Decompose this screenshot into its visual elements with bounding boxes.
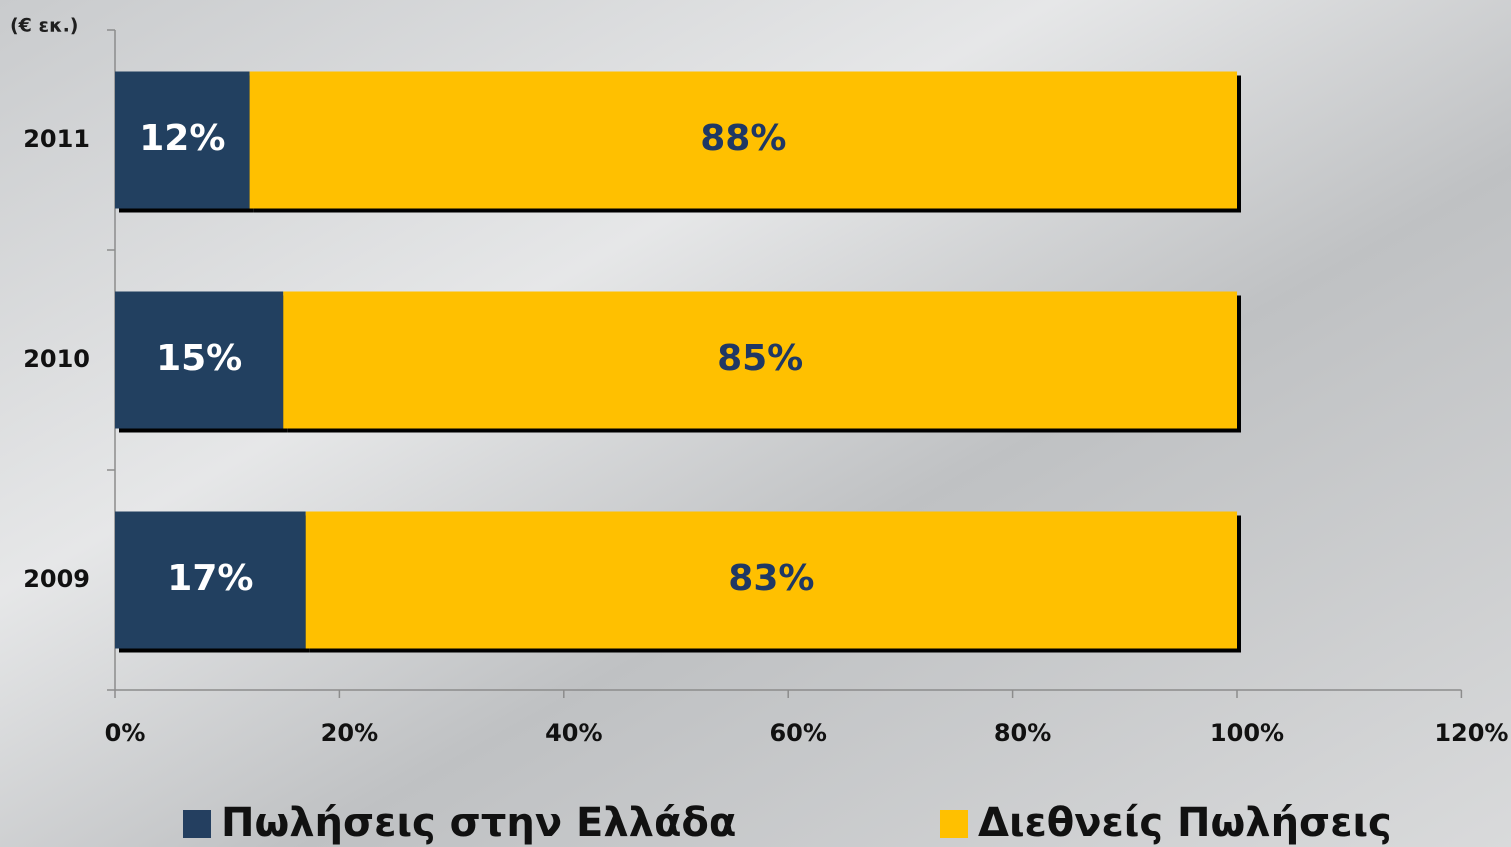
x-tick-label: 80% [994,719,1051,747]
data-label: 17% [167,558,253,599]
unit-label: (€ εκ.) [10,15,79,37]
y-tick-label: 2011 [23,125,90,153]
legend-swatch [940,810,968,838]
bar-group [115,511,1237,649]
y-tick-label: 2010 [23,345,90,373]
x-tick-label: 40% [545,719,602,747]
x-tick-label: 20% [321,719,378,747]
y-tick-label: 2009 [23,565,90,593]
data-label: 15% [156,338,242,379]
x-tick-label: 60% [769,719,826,747]
bar-segment [305,511,1237,649]
x-tick-label: 0% [105,719,146,747]
x-tick-label: 100% [1210,719,1284,747]
legend-label: Διεθνείς Πωλήσεις [978,800,1392,846]
legend-swatch [183,810,211,838]
data-label: 88% [700,118,786,159]
bar-group [115,291,1237,429]
bar-group [115,71,1237,209]
bar-segment [115,71,250,209]
data-label: 83% [728,558,814,599]
bar-segment [115,291,284,429]
bar-segment [115,511,306,649]
bar-segment [249,71,1237,209]
legend-label: Πωλήσεις στην Ελλάδα [221,800,736,846]
bar-segment [283,291,1237,429]
data-label: 12% [139,118,225,159]
x-tick-label: 120% [1434,719,1508,747]
data-label: 85% [717,338,803,379]
